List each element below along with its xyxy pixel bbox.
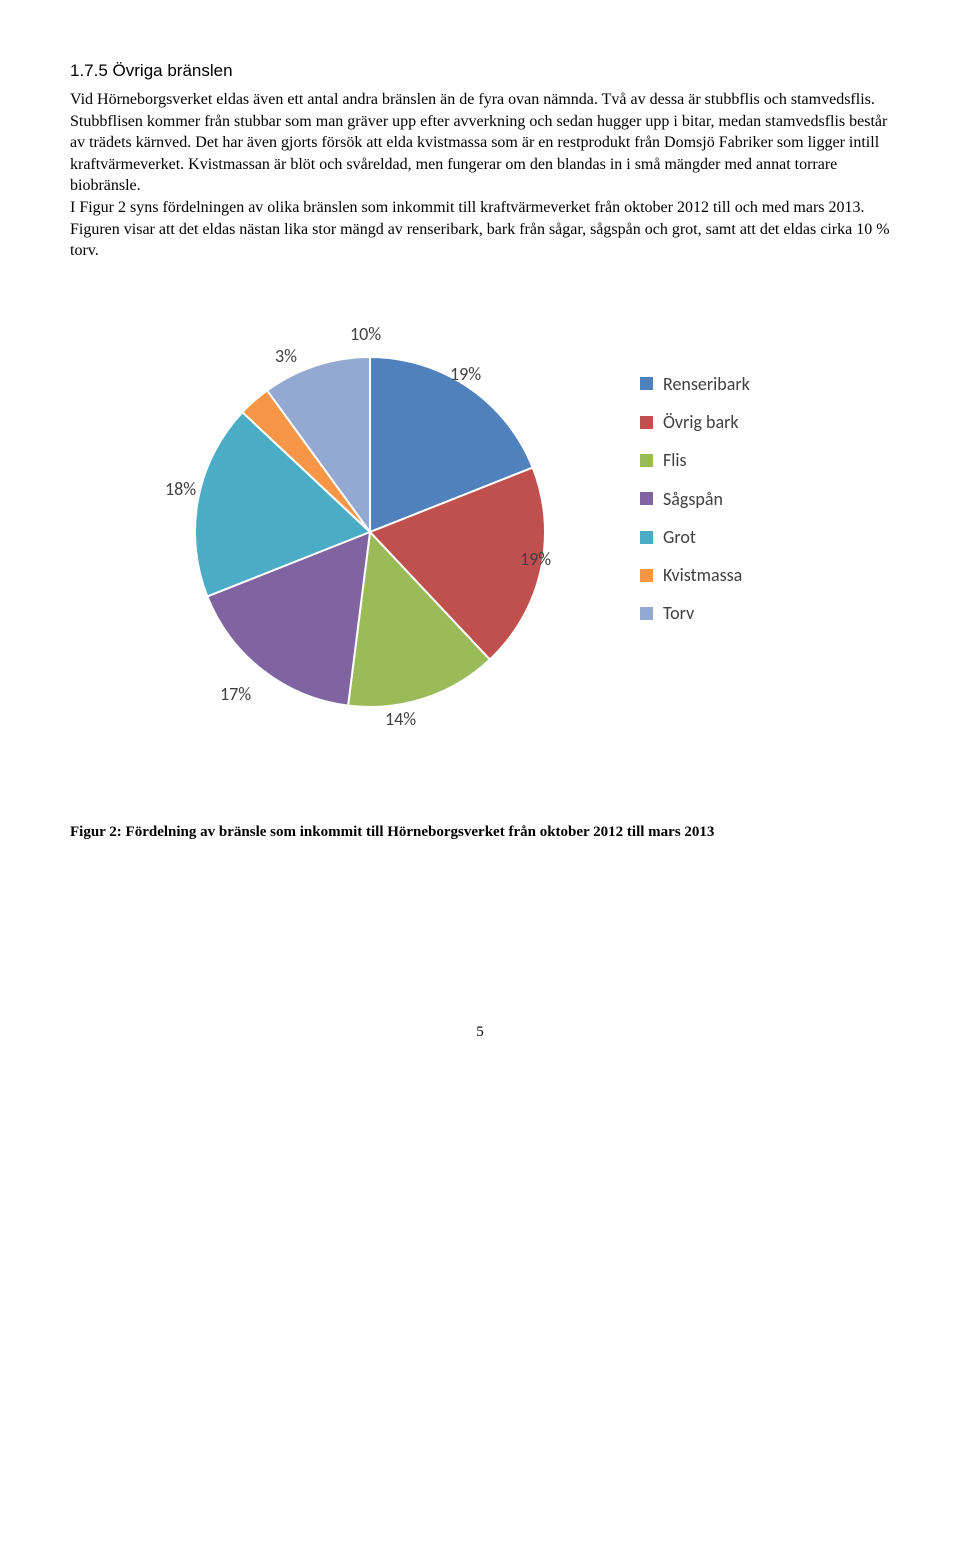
pie-slice-label: 19% (520, 547, 551, 571)
legend-swatch (640, 531, 653, 544)
legend-item: Kvistmassa (640, 563, 750, 587)
legend-item: Torv (640, 601, 750, 625)
legend-label: Torv (663, 601, 694, 625)
legend-swatch (640, 607, 653, 620)
legend-label: Renseribark (663, 372, 750, 396)
body-paragraph: Vid Hörneborgsverket eldas även ett anta… (70, 89, 890, 262)
pie-slice-label: 19% (450, 362, 481, 386)
legend-item: Sågspån (640, 487, 750, 511)
legend-swatch (640, 569, 653, 582)
figure-caption: Figur 2: Fördelning av bränsle som inkom… (70, 822, 890, 842)
chart-legend: Renseribark Övrig bark Flis Sågspån Grot Kvis… (640, 372, 750, 640)
pie-slice-label: 14% (385, 707, 416, 731)
legend-label: Sågspån (663, 487, 723, 511)
section-heading: 1.7.5 Övriga bränslen (70, 60, 890, 83)
legend-swatch (640, 377, 653, 390)
legend-item: Grot (640, 525, 750, 549)
legend-label: Övrig bark (663, 410, 739, 434)
legend-item: Flis (640, 448, 750, 472)
legend-swatch (640, 492, 653, 505)
pie-chart: 19% 19% 14% 17% 18% 3% 10% (140, 302, 600, 762)
legend-swatch (640, 454, 653, 467)
page-number: 5 (70, 1022, 890, 1042)
pie-svg (140, 302, 600, 762)
pie-slice-label: 3% (275, 344, 297, 368)
legend-swatch (640, 416, 653, 429)
pie-slice-label: 10% (350, 322, 381, 346)
legend-item: Renseribark (640, 372, 750, 396)
legend-label: Kvistmassa (663, 563, 742, 587)
pie-slice-label: 18% (165, 477, 196, 501)
legend-item: Övrig bark (640, 410, 750, 434)
legend-label: Grot (663, 525, 696, 549)
pie-chart-figure: 19% 19% 14% 17% 18% 3% 10% Renseribark Övrig ba… (70, 302, 890, 762)
pie-slice-label: 17% (220, 682, 251, 706)
legend-label: Flis (663, 448, 687, 472)
